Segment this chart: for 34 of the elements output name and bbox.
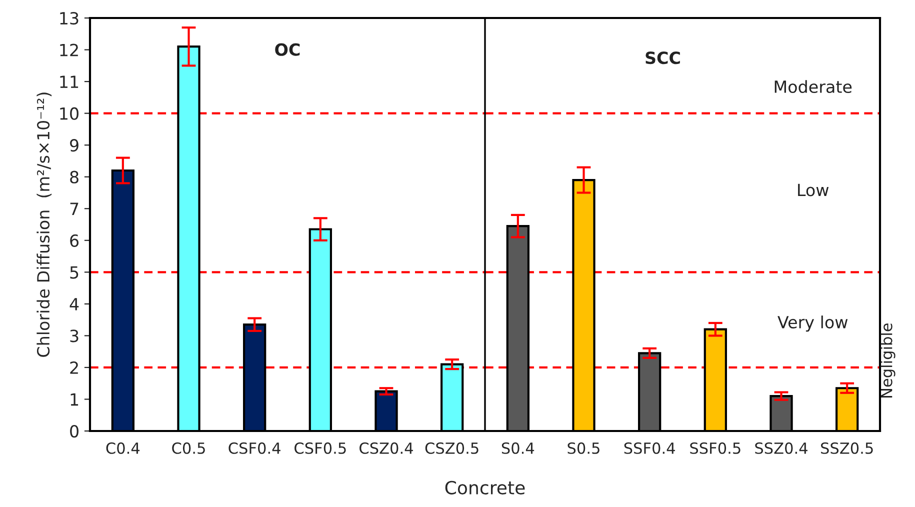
y-axis-title: Chloride Diffusion (m²/s×10⁻¹²): [36, 92, 52, 357]
x-tick-label: SSF0.4: [624, 442, 675, 454]
y-tick-label: 11: [60, 76, 78, 88]
x-tick-label: SSZ0.5: [821, 442, 873, 454]
y-tick-label: 2: [70, 361, 78, 374]
x-tick-label: C0.5: [172, 442, 205, 454]
y-tick-label: 5: [70, 266, 78, 279]
x-tick-label: CSF0.4: [228, 442, 280, 454]
y-tick-label: 12: [60, 44, 78, 56]
x-axis-title: Concrete: [445, 480, 525, 494]
annotation: Low: [798, 184, 829, 196]
y-tick-label: 8: [70, 170, 78, 184]
y-tick-label: 0: [70, 424, 78, 438]
y-tick-label: 4: [70, 298, 79, 310]
y-tick-label: 7: [70, 202, 78, 215]
y-tick-label: 3: [70, 330, 78, 342]
x-tick-label: S0.5: [568, 442, 600, 454]
x-tick-label: CSZ0.5: [425, 442, 478, 454]
y-tick-label: 6: [70, 234, 79, 247]
x-tick-label: CSZ0.4: [360, 442, 413, 454]
x-tick-label: SSZ0.4: [755, 442, 808, 454]
annotation: Moderate: [774, 80, 852, 94]
y-tick-label: 1: [70, 393, 78, 406]
x-tick-label: C0.4: [106, 442, 140, 454]
y-tick-label: 10: [60, 107, 78, 120]
annotation: Very low: [778, 316, 848, 332]
y-tick-label: 9: [70, 139, 78, 152]
text: Negligible: [880, 323, 896, 398]
annotation: OC: [275, 43, 300, 56]
x-tick-label: S0.4: [502, 442, 534, 454]
y-tick-label: 13: [60, 12, 78, 25]
x-tick-label: SSF0.5: [690, 442, 740, 454]
x-tick-label: CSF0.5: [294, 442, 346, 454]
annotation: SCC: [646, 52, 680, 64]
